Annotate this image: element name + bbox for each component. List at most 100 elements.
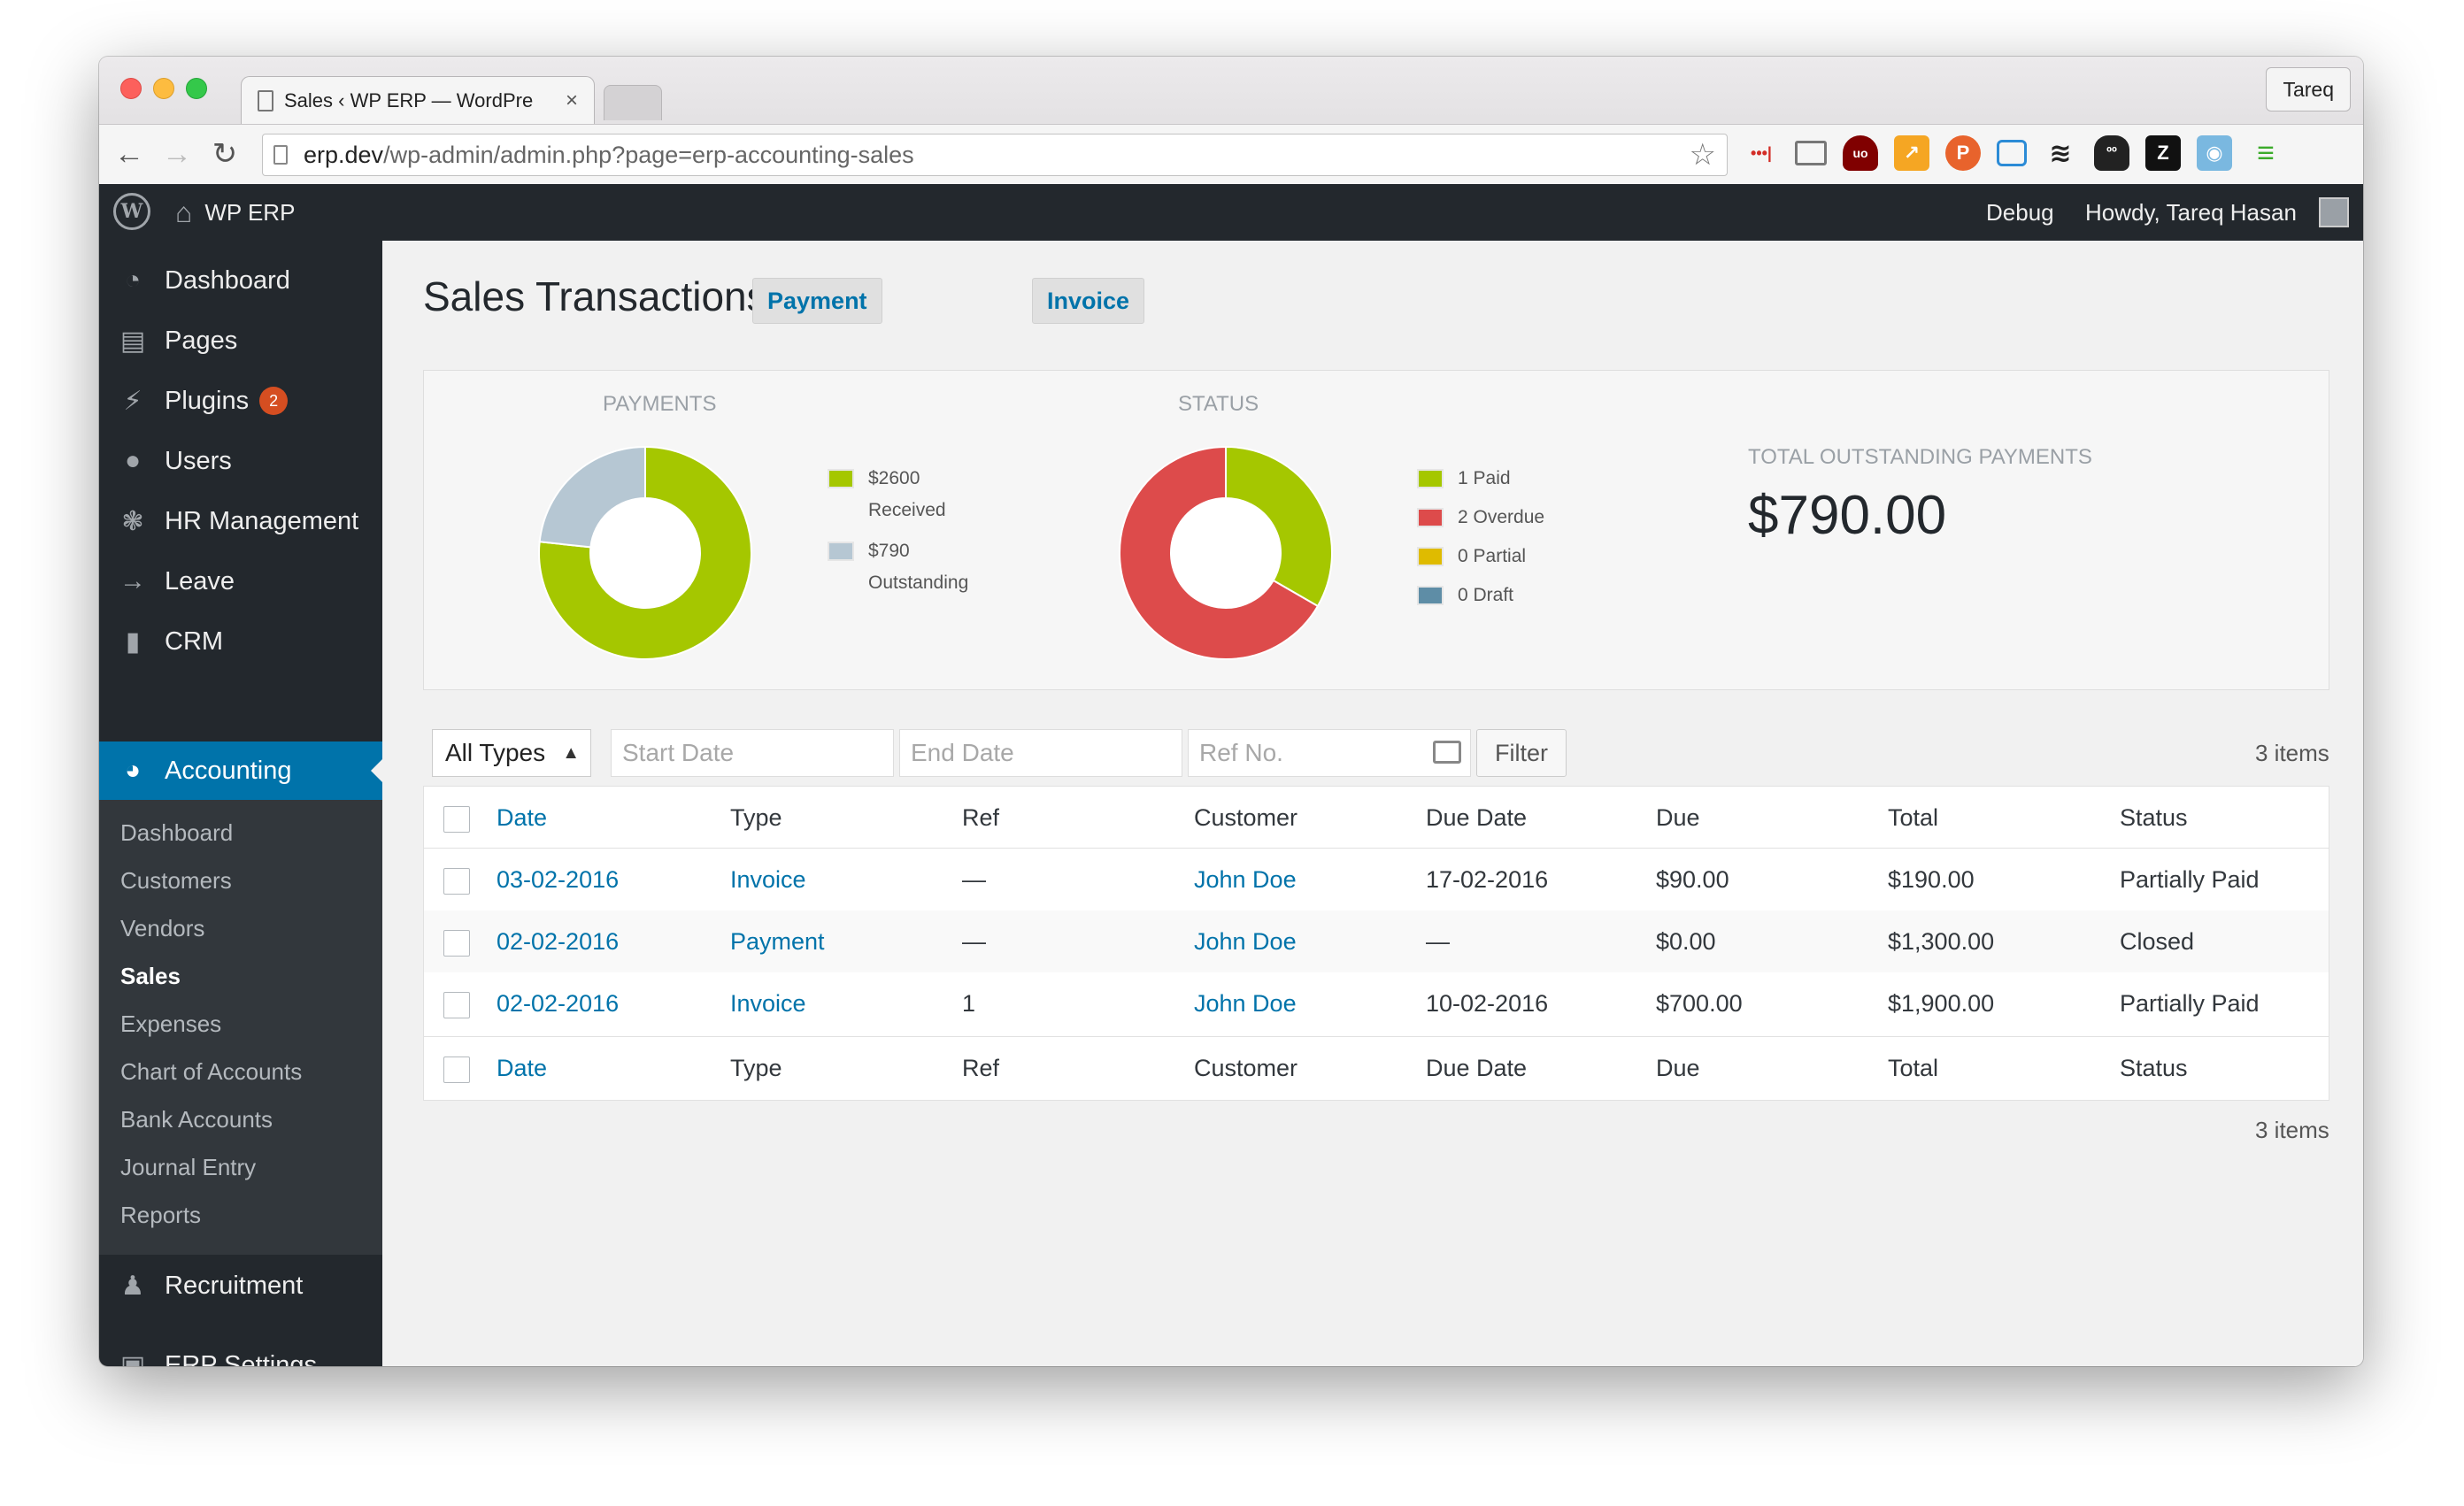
submenu-item-bank-accounts[interactable]: Bank Accounts bbox=[120, 1106, 273, 1133]
cell-ref: 1 bbox=[962, 990, 976, 1017]
analytics-extension-icon[interactable]: ↗ bbox=[1894, 135, 1929, 171]
forward-button[interactable]: → bbox=[162, 137, 192, 171]
cell-date[interactable]: 02-02-2016 bbox=[497, 990, 620, 1017]
zoom-window-button[interactable] bbox=[186, 78, 207, 99]
payment-button[interactable]: Payment bbox=[752, 278, 882, 324]
outstanding-amount-label: $790 bbox=[868, 541, 910, 561]
end-date-input[interactable]: End Date bbox=[899, 729, 1182, 777]
sidebar-item-erp-settings[interactable]: ▣ ERP Settings bbox=[99, 1336, 382, 1367]
cell-customer[interactable]: John Doe bbox=[1194, 990, 1297, 1017]
camera-extension-icon[interactable]: ◉ bbox=[2197, 135, 2232, 171]
arrow-right-icon: → bbox=[119, 566, 146, 595]
sidebar-item-leave[interactable]: → Leave bbox=[99, 552, 382, 611]
select-all-checkbox[interactable] bbox=[443, 1057, 470, 1083]
sidebar-item-crm[interactable]: ▮ CRM bbox=[99, 612, 382, 671]
sidebar-item-label: Dashboard bbox=[165, 265, 290, 295]
cell-type[interactable]: Invoice bbox=[730, 990, 806, 1017]
new-tab-button[interactable] bbox=[604, 85, 662, 120]
submenu-item-reports[interactable]: Reports bbox=[120, 1202, 202, 1228]
invoice-button[interactable]: Invoice bbox=[1032, 278, 1145, 324]
sidebar-item-pages[interactable]: ▤ Pages bbox=[99, 311, 382, 370]
row-checkbox[interactable] bbox=[443, 930, 470, 957]
cell-due-date: 10-02-2016 bbox=[1426, 990, 1549, 1017]
submenu-item-customers[interactable]: Customers bbox=[120, 867, 232, 894]
column-header-date[interactable]: Date bbox=[497, 804, 548, 831]
submenu-item-journal-entry[interactable]: Journal Entry bbox=[120, 1154, 257, 1180]
type-select[interactable]: All Types ▲ bbox=[432, 729, 591, 777]
cell-type[interactable]: Invoice bbox=[730, 866, 806, 893]
bar-chart-icon: ▮ bbox=[125, 626, 141, 657]
browser-window: Sales ‹ WP ERP — WordPre × Tareq ← → ↻ e… bbox=[99, 57, 2363, 1366]
wordpress-logo-icon[interactable]: W bbox=[113, 193, 150, 230]
cell-date[interactable]: 03-02-2016 bbox=[497, 866, 620, 893]
menu-icon[interactable]: ≡ bbox=[2257, 135, 2275, 170]
zoom-extension-icon[interactable]: Z bbox=[2145, 135, 2181, 171]
reload-button[interactable]: ↻ bbox=[212, 137, 238, 171]
account-link[interactable]: Howdy, Tareq Hasan bbox=[2085, 199, 2297, 226]
sidebar-item-label: Users bbox=[165, 446, 232, 475]
screenshot-extension-icon[interactable] bbox=[1997, 140, 2027, 166]
cast-icon[interactable] bbox=[1795, 141, 1827, 165]
sidebar-item-label: Plugins bbox=[165, 386, 250, 415]
select-arrows-icon: ▲ bbox=[562, 743, 580, 763]
status-donut-chart bbox=[1119, 445, 1333, 660]
sidebar-item-users[interactable]: ● Users bbox=[99, 432, 382, 490]
cell-date[interactable]: 02-02-2016 bbox=[497, 928, 620, 955]
debug-link[interactable]: Debug bbox=[1986, 199, 2054, 226]
sidebar-item-recruitment[interactable]: ♟ Recruitment bbox=[99, 1256, 382, 1315]
owl-extension-icon[interactable]: ºº bbox=[2094, 135, 2129, 171]
submenu-item-vendors[interactable]: Vendors bbox=[120, 915, 205, 941]
sidebar-item-hr-management[interactable]: ❃ HR Management bbox=[99, 492, 382, 550]
browser-tab[interactable]: Sales ‹ WP ERP — WordPre × bbox=[241, 76, 595, 124]
back-button[interactable]: ← bbox=[114, 137, 144, 171]
column-header-total: Total bbox=[1888, 1055, 1939, 1081]
type-select-value: All Types bbox=[445, 739, 546, 766]
payments-donut-chart bbox=[538, 445, 752, 660]
producthunt-extension-icon[interactable]: P bbox=[1945, 135, 1981, 171]
column-header-date[interactable]: Date bbox=[497, 1055, 548, 1081]
filter-button[interactable]: Filter bbox=[1476, 729, 1567, 777]
cell-customer[interactable]: John Doe bbox=[1194, 928, 1297, 955]
start-date-input[interactable]: Start Date bbox=[611, 729, 894, 777]
settings-icon: ▣ bbox=[119, 1350, 146, 1367]
outstanding-swatch bbox=[828, 542, 854, 561]
submenu-item-chart-of-accounts[interactable]: Chart of Accounts bbox=[120, 1058, 303, 1085]
ublock-icon[interactable]: uo bbox=[1843, 135, 1878, 171]
close-tab-icon[interactable]: × bbox=[565, 88, 578, 112]
close-window-button[interactable] bbox=[120, 78, 142, 99]
cell-due-date: — bbox=[1426, 928, 1450, 955]
buffer-extension-icon[interactable]: ≋ bbox=[2049, 138, 2072, 168]
outstanding-heading: Total Outstanding Payments bbox=[1748, 445, 2092, 469]
submenu-item-expenses[interactable]: Expenses bbox=[120, 1010, 222, 1037]
address-bar[interactable]: erp.dev/wp-admin/admin.php?page=erp-acco… bbox=[262, 134, 1728, 176]
ref-no-placeholder: Ref No. bbox=[1199, 739, 1283, 766]
row-checkbox[interactable] bbox=[443, 992, 470, 1018]
submenu-item-dashboard[interactable]: Dashboard bbox=[120, 819, 234, 846]
sidebar-item-dashboard[interactable]: ◔ Dashboard bbox=[99, 251, 382, 310]
items-count-bottom: 3 items bbox=[2255, 1117, 2329, 1143]
status-hole bbox=[1171, 498, 1281, 608]
legend-outstanding: $790 Outstanding bbox=[828, 535, 968, 599]
minimize-window-button[interactable] bbox=[153, 78, 174, 99]
ref-no-input[interactable]: Ref No. bbox=[1188, 729, 1471, 777]
legend-draft: 0 Draft bbox=[1417, 580, 1544, 611]
tab-title: Sales ‹ WP ERP — WordPre bbox=[284, 88, 534, 111]
draft-label: 0 Draft bbox=[1458, 585, 1514, 605]
page-info-icon bbox=[273, 145, 288, 165]
hr-icon: ❃ bbox=[121, 506, 144, 536]
avatar[interactable] bbox=[2319, 197, 2349, 227]
cell-type[interactable]: Payment bbox=[730, 928, 825, 955]
sidebar-item-plugins[interactable]: ⚡ Plugins 2 bbox=[99, 372, 382, 430]
row-checkbox[interactable] bbox=[443, 868, 470, 895]
contact-card-icon bbox=[1433, 741, 1461, 764]
select-all-checkbox[interactable] bbox=[443, 806, 470, 833]
cell-customer[interactable]: John Doe bbox=[1194, 866, 1297, 893]
profile-button[interactable]: Tareq bbox=[2266, 67, 2351, 111]
transactions-table: Date Type Ref Customer Due Date Due Total Statu… bbox=[423, 786, 2329, 1101]
submenu-item-sales[interactable]: Sales bbox=[120, 963, 181, 989]
sidebar-item-accounting[interactable]: ◕ Accounting bbox=[99, 741, 382, 800]
outstanding-label: Outstanding bbox=[868, 572, 969, 593]
bookmark-star-icon[interactable]: ☆ bbox=[1689, 138, 1716, 172]
site-name-link[interactable]: ⌂ WP ERP bbox=[175, 184, 295, 241]
lastpass-extension-icon[interactable]: •••| bbox=[1751, 143, 1772, 162]
